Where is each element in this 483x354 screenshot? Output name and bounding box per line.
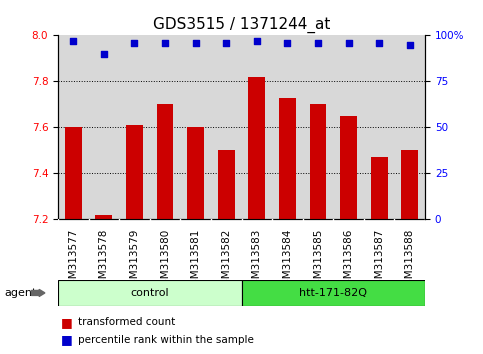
Point [345, 40, 353, 46]
Point [161, 40, 169, 46]
Point [130, 40, 138, 46]
Bar [126, 125, 143, 219]
Bar [156, 104, 173, 219]
Bar [248, 77, 265, 219]
Point [375, 40, 383, 46]
Text: GSM313584: GSM313584 [283, 229, 292, 292]
Bar [65, 127, 82, 219]
Bar [96, 215, 112, 219]
Point [192, 40, 199, 46]
Bar [310, 104, 327, 219]
Text: GSM313580: GSM313580 [160, 229, 170, 292]
Bar [58, 280, 242, 306]
Bar [187, 127, 204, 219]
Bar [401, 150, 418, 219]
Text: percentile rank within the sample: percentile rank within the sample [78, 335, 254, 345]
Text: GSM313581: GSM313581 [191, 229, 200, 292]
Point [253, 38, 261, 44]
Text: ■: ■ [60, 333, 72, 346]
Text: GSM313577: GSM313577 [68, 229, 78, 292]
Point [222, 40, 230, 46]
Text: GSM313583: GSM313583 [252, 229, 262, 292]
Point [70, 38, 77, 44]
Text: GSM313586: GSM313586 [343, 229, 354, 292]
Text: agent: agent [5, 288, 37, 298]
Text: GSM313578: GSM313578 [99, 229, 109, 292]
Text: GSM313579: GSM313579 [129, 229, 140, 292]
Text: GSM313582: GSM313582 [221, 229, 231, 292]
Bar [340, 116, 357, 219]
Text: ■: ■ [60, 316, 72, 329]
Text: transformed count: transformed count [78, 317, 175, 327]
Text: htt-171-82Q: htt-171-82Q [299, 288, 367, 298]
Point [100, 51, 108, 57]
Bar [279, 97, 296, 219]
Bar [242, 280, 425, 306]
Text: GSM313587: GSM313587 [374, 229, 384, 292]
Bar [218, 150, 235, 219]
Title: GDS3515 / 1371244_at: GDS3515 / 1371244_at [153, 16, 330, 33]
Text: GSM313588: GSM313588 [405, 229, 415, 292]
Text: GSM313585: GSM313585 [313, 229, 323, 292]
Point [406, 42, 413, 47]
Bar [371, 158, 387, 219]
Point [284, 40, 291, 46]
Text: control: control [130, 288, 169, 298]
Point [314, 40, 322, 46]
